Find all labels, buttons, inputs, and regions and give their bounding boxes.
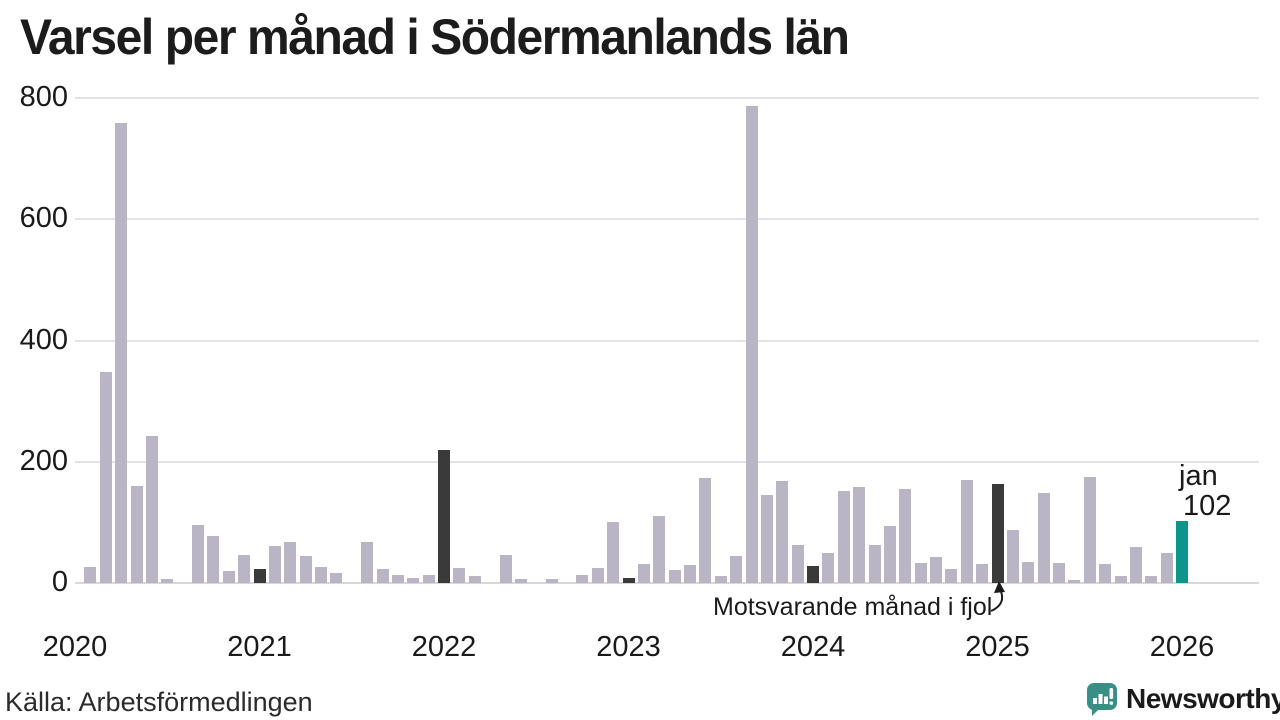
bar-2025-07 [1083,477,1096,583]
x-axis-year-2020: 2020 [42,631,108,663]
bar-2023-05 [684,565,696,583]
bar-2022-11 [591,568,604,583]
current-month-label: jan 102 [1179,461,1231,521]
current-month-name: jan [1179,460,1218,492]
bar-2023-01 [622,578,635,583]
gridline-200 [75,461,1259,463]
gridline-0 [75,582,1259,584]
bar-2025-01 [991,484,1004,583]
gridline-800 [75,97,1259,99]
bar-2021-01 [253,569,266,583]
bar-2024-08 [914,563,927,583]
bar-2021-04 [299,556,312,583]
newsworthy-wordmark: Newsworthy [1126,683,1280,714]
bar-2021-09 [376,569,389,583]
bar-2022-01 [438,450,450,583]
bar-2024-07 [899,489,912,583]
bar-2021-10 [391,575,404,583]
bar-2024-01 [807,566,819,583]
bar-2021-08 [361,542,374,583]
x-axis-year-2023: 2023 [596,631,661,663]
bar-2021-06 [330,573,343,583]
bar-2025-09 [1114,576,1127,583]
x-axis-year-2025: 2025 [965,631,1030,663]
bar-2023-04 [668,570,681,583]
bar-2020-11 [222,571,235,583]
newsworthy-logo: Newsworthy [1086,682,1280,718]
newsworthy-icon [1087,683,1117,716]
bar-2023-08 [730,556,743,583]
bar-2024-10 [945,569,958,583]
bar-2025-05 [1053,563,1065,583]
bar-2020-02 [84,567,97,583]
bar-2022-12 [607,522,620,583]
bar-2024-02 [822,553,835,583]
bar-2022-10 [576,575,589,583]
bar-2023-10 [760,495,773,583]
bar-2020-09 [192,525,204,583]
bar-2022-05 [499,555,512,583]
bar-2020-04 [115,123,128,583]
y-axis-tick-800: 800 [19,81,68,113]
bar-2025-12 [1160,553,1173,583]
annotation-last-year: Motsvarande månad i fjol [713,593,995,622]
bar-2023-11 [776,481,789,583]
bar-2022-06 [514,579,527,583]
x-axis-year-2022: 2022 [411,631,477,663]
bar-2021-05 [315,567,327,583]
bar-2024-06 [883,526,896,583]
bar-2020-07 [161,579,174,583]
gridline-600 [75,218,1259,220]
bar-2024-03 [837,491,850,583]
bar-2022-02 [453,568,466,583]
bar-2025-04 [1037,493,1050,583]
y-axis-tick-600: 600 [19,202,68,234]
bar-2021-02 [268,546,281,583]
y-axis-tick-200: 200 [19,445,68,477]
bar-2025-10 [1129,547,1142,583]
bar-2020-05 [130,486,143,583]
bar-2022-03 [468,576,481,583]
bar-2023-06 [699,478,712,583]
bar-2024-05 [868,545,881,583]
gridline-400 [75,340,1259,342]
bar-2020-06 [145,436,158,583]
bar-2025-08 [1099,564,1112,583]
x-axis-year-2024: 2024 [780,631,846,663]
bar-2024-04 [853,487,866,583]
bar-2023-12 [791,545,804,583]
bar-2023-03 [653,516,666,583]
bar-2021-12 [422,575,435,583]
bar-2023-07 [714,576,727,583]
bar-2024-11 [960,480,973,583]
y-axis-tick-400: 400 [19,324,68,356]
bar-2023-02 [637,564,650,583]
bar-2020-03 [99,372,112,583]
bar-2020-10 [207,536,220,583]
bar-2025-02 [1006,530,1019,583]
x-axis-year-2026: 2026 [1149,631,1215,663]
bar-2020-12 [238,555,251,583]
bar-2021-03 [284,542,297,583]
current-month-value: 102 [1183,490,1232,522]
x-axis-year-2021: 2021 [227,631,292,663]
bar-2021-11 [407,578,420,583]
source-note: Källa: Arbetsförmedlingen [5,687,313,717]
bar-2025-11 [1145,576,1158,583]
bar-2026-01 [1176,521,1188,583]
bar-2024-09 [930,557,942,583]
annotation-text: Motsvarande månad i fjol [713,593,993,621]
bar-2024-12 [976,564,989,583]
bar-2023-09 [745,106,758,583]
chart-title: Varsel per månad i Södermanlands län [20,9,850,65]
bar-2022-08 [545,579,558,583]
bar-2025-03 [1022,562,1035,583]
bar-2025-06 [1068,580,1081,583]
y-axis-tick-0: 0 [51,566,68,598]
